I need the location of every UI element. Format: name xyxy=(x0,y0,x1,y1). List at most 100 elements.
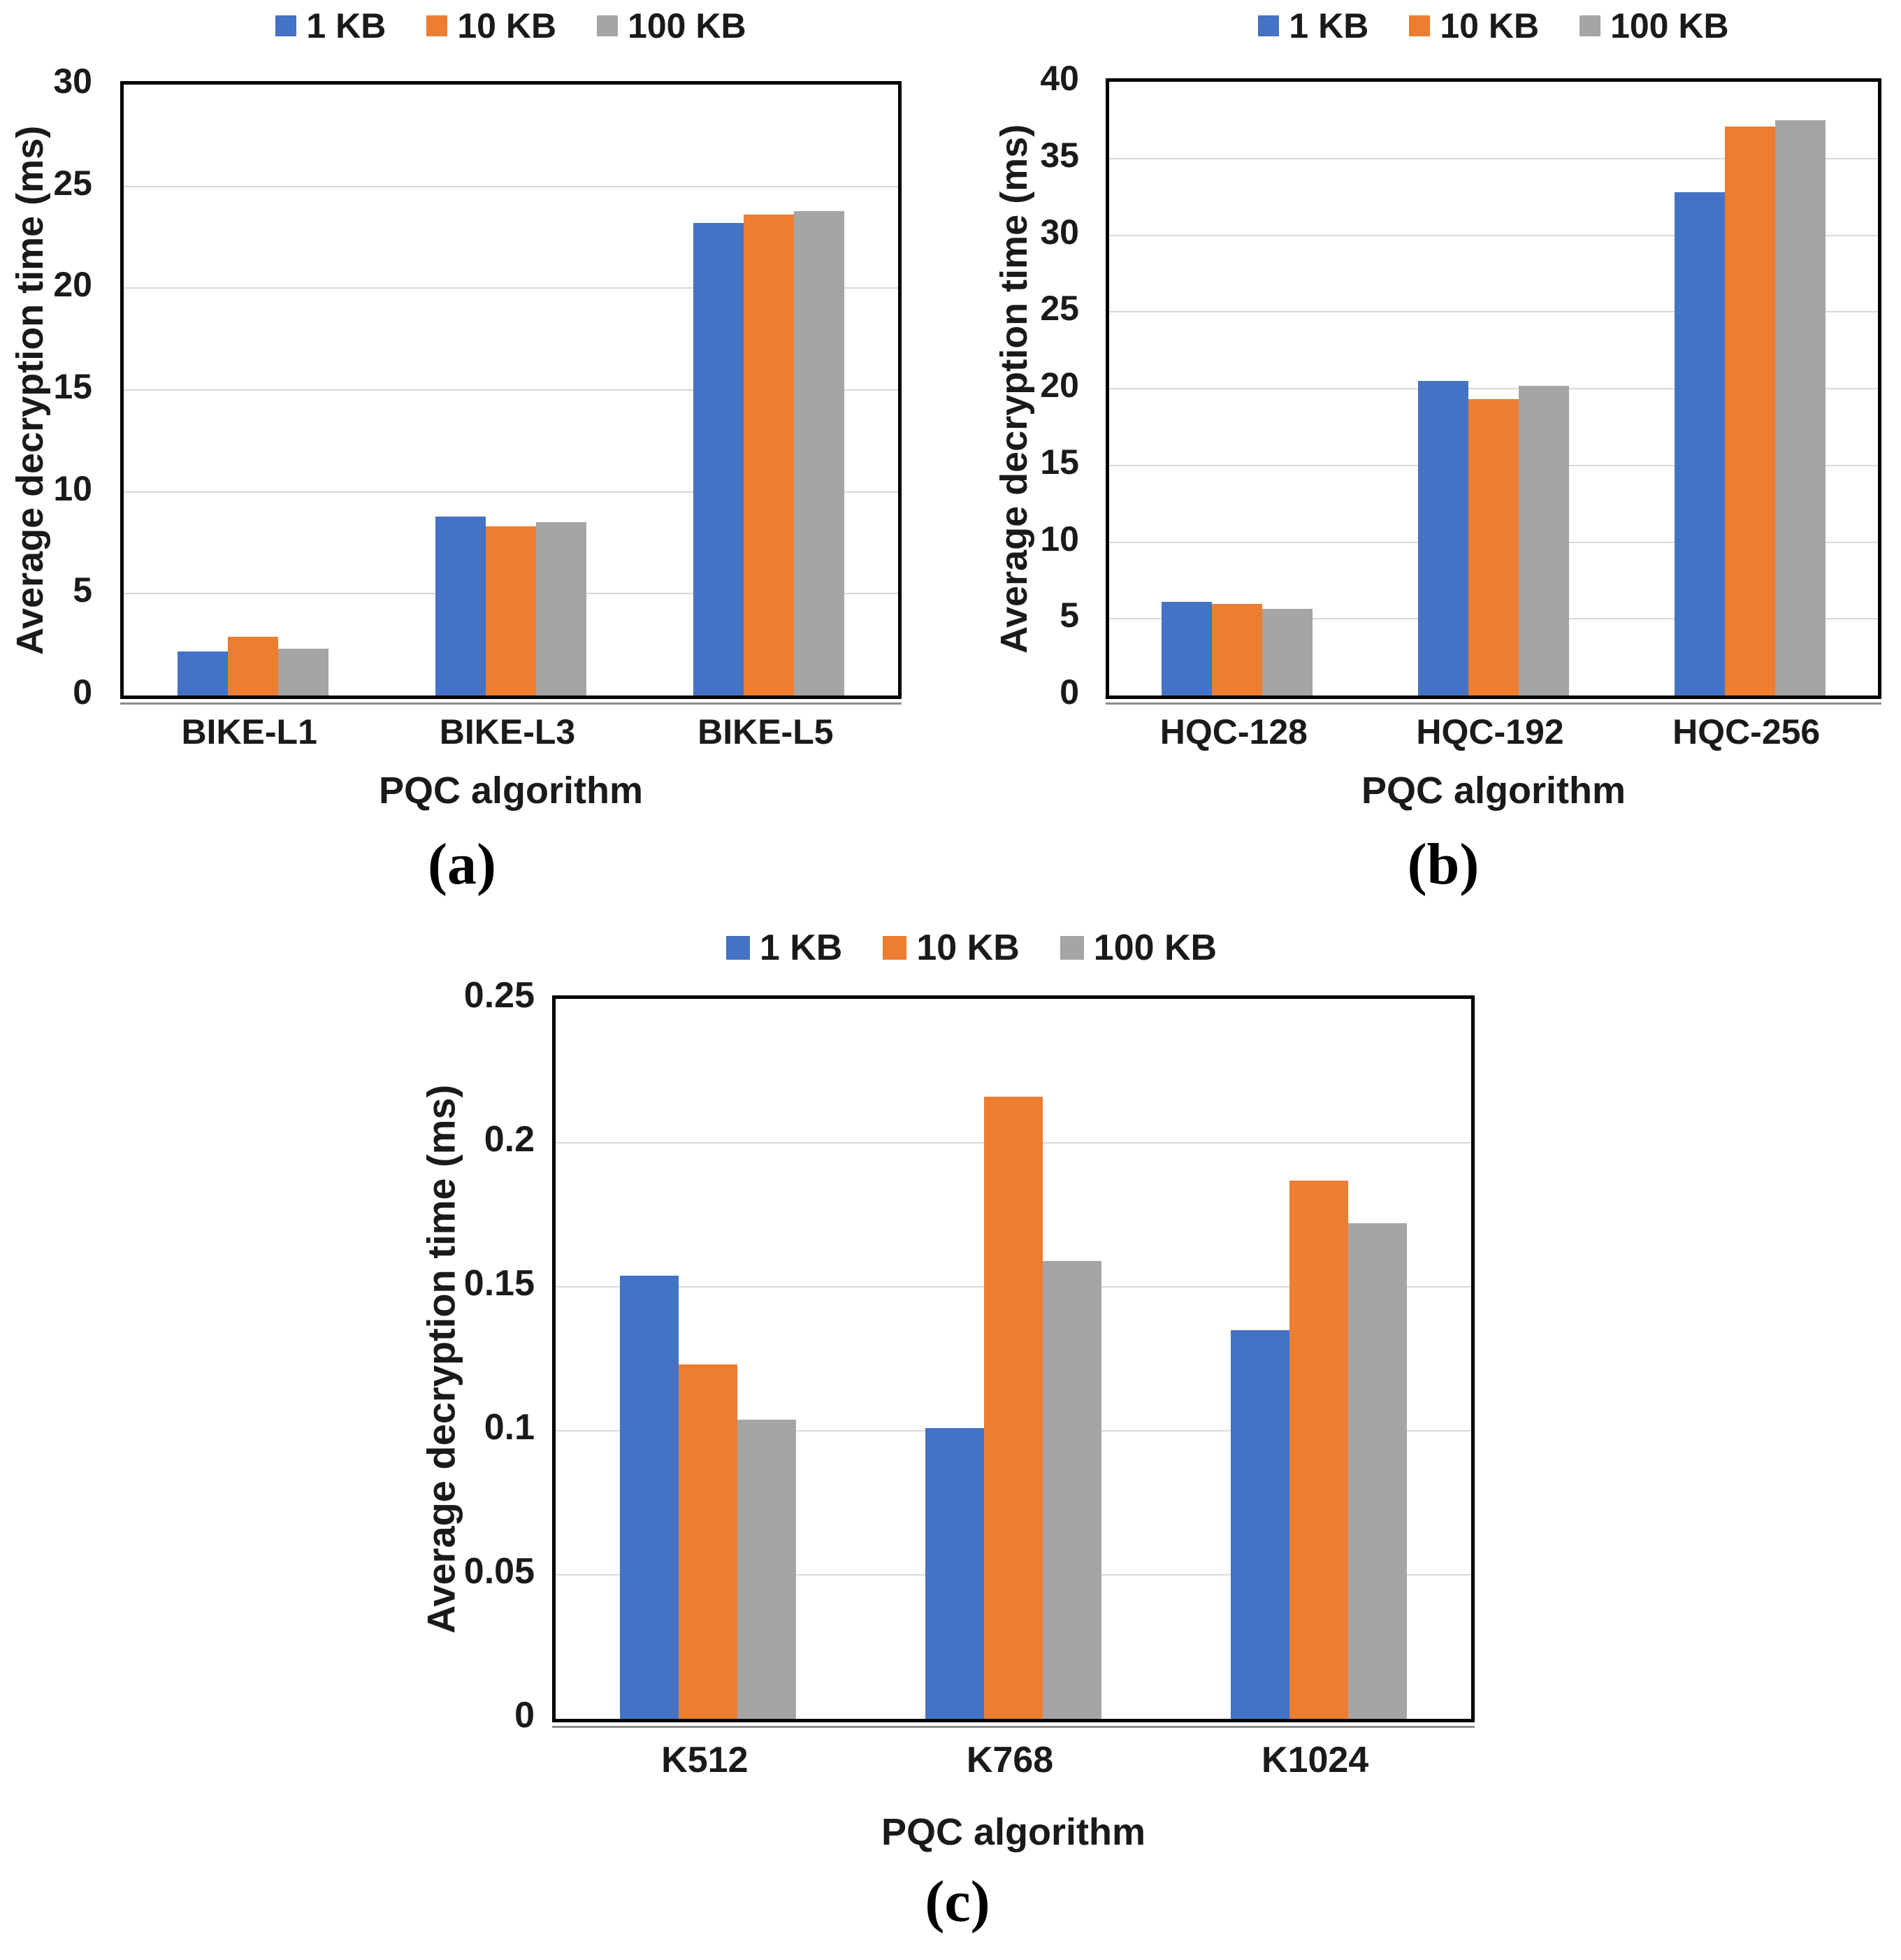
y-tick-label: 30 xyxy=(53,62,92,101)
legend-swatch-icon xyxy=(597,15,619,36)
y-tick-label: 0.1 xyxy=(484,1407,535,1448)
bar xyxy=(1289,1180,1348,1719)
gridline xyxy=(124,491,898,493)
gridline xyxy=(1109,388,1878,389)
x-axis: BIKE-L1 BIKE-L3 BIKE-L5 xyxy=(120,712,902,754)
caption-c: (c) xyxy=(925,1869,990,1934)
legend-swatch-icon xyxy=(1409,15,1431,36)
y-tick-label: 5 xyxy=(1060,596,1079,635)
legend-label: 1 KB xyxy=(306,6,386,45)
bar xyxy=(1212,604,1263,696)
y-tick-label: 0 xyxy=(1060,672,1079,712)
plot-area xyxy=(1106,78,1881,705)
legend-swatch-icon xyxy=(275,15,297,36)
bar xyxy=(227,636,278,696)
bar xyxy=(486,526,536,696)
bar xyxy=(737,1419,797,1719)
legend-swatch-icon xyxy=(1060,936,1084,960)
y-tick-label: 25 xyxy=(1040,289,1079,329)
x-tick-label: K512 xyxy=(661,1740,749,1780)
bar xyxy=(1674,192,1725,696)
x-tick-label: K1024 xyxy=(1262,1740,1369,1780)
bar xyxy=(1724,126,1775,696)
x-axis-title: PQC algorithm xyxy=(881,1811,1146,1853)
legend-item: 10 KB xyxy=(426,6,556,46)
legend-label: 10 KB xyxy=(916,928,1020,968)
y-tick-label: 20 xyxy=(1040,366,1079,405)
y-tick-label: 0.2 xyxy=(484,1119,535,1160)
bar xyxy=(1262,608,1313,696)
legend-swatch-icon xyxy=(426,15,448,36)
gridline xyxy=(124,185,898,187)
legend-item: 1 KB xyxy=(275,6,386,46)
gridline xyxy=(124,287,898,289)
gridline xyxy=(1109,157,1878,159)
y-tick-label: 0.05 xyxy=(463,1551,535,1592)
y-tick-label: 35 xyxy=(1040,135,1079,175)
legend-label: 10 KB xyxy=(1440,6,1540,45)
bar xyxy=(1043,1260,1101,1719)
x-tick-label: HQC-256 xyxy=(1672,712,1821,751)
legend: 1 KB 10 KB 100 KB xyxy=(120,3,902,49)
y-tick-label: 20 xyxy=(53,265,92,305)
legend-label: 100 KB xyxy=(1093,928,1217,968)
x-tick-label: HQC-192 xyxy=(1416,712,1564,751)
y-tick-label: 15 xyxy=(53,367,92,406)
bar xyxy=(277,649,328,696)
y-tick-label: 0 xyxy=(73,672,92,712)
legend-item: 100 KB xyxy=(597,6,746,46)
legend-swatch-icon xyxy=(1258,15,1280,36)
x-tick-label: BIKE-L1 xyxy=(181,712,317,751)
bar xyxy=(1230,1330,1289,1719)
y-axis: 0 0.05 0.1 0.15 0.2 0.25 xyxy=(433,977,535,1734)
legend-item: 1 KB xyxy=(725,927,842,969)
legend-item: 100 KB xyxy=(1060,927,1217,969)
legend-label: 10 KB xyxy=(457,6,557,45)
x-tick-label: BIKE-L3 xyxy=(439,712,576,751)
x-tick-label: BIKE-L5 xyxy=(697,712,834,751)
legend-swatch-icon xyxy=(883,936,907,960)
legend-label: 100 KB xyxy=(628,6,746,45)
x-axis-title: PQC algorithm xyxy=(1361,770,1626,812)
y-tick-label: 15 xyxy=(1040,442,1079,482)
y-tick-label: 10 xyxy=(1040,519,1079,559)
bar xyxy=(1418,381,1468,696)
bar xyxy=(177,651,228,696)
y-tick-label: 0 xyxy=(514,1695,535,1736)
bar xyxy=(744,215,795,696)
caption-a: (a) xyxy=(428,832,496,897)
bar xyxy=(1468,399,1519,696)
plot-area xyxy=(552,995,1475,1728)
bar xyxy=(693,223,744,696)
y-tick-label: 30 xyxy=(1040,212,1079,252)
gridline xyxy=(124,389,898,391)
bar xyxy=(1162,602,1213,696)
legend-swatch-icon xyxy=(1580,15,1601,36)
x-axis: HQC-128 HQC-192 HQC-256 xyxy=(1106,712,1881,754)
bar xyxy=(435,516,486,696)
bar xyxy=(1519,385,1569,696)
bar xyxy=(679,1364,738,1719)
legend-swatch-icon xyxy=(725,936,750,960)
legend-item: 1 KB xyxy=(1258,6,1368,46)
legend-item: 100 KB xyxy=(1580,6,1729,46)
y-tick-label: 25 xyxy=(53,163,92,203)
x-axis-title: PQC algorithm xyxy=(378,770,644,812)
y-tick-label: 0.15 xyxy=(463,1263,535,1304)
legend-label: 100 KB xyxy=(1610,6,1729,45)
bar xyxy=(794,210,845,696)
legend-item: 10 KB xyxy=(1409,6,1539,46)
bar xyxy=(536,522,586,696)
legend: 1 KB 10 KB 100 KB xyxy=(1106,3,1881,49)
legend-item: 10 KB xyxy=(883,927,1020,969)
y-tick-label: 40 xyxy=(1040,59,1079,98)
legend-label: 1 KB xyxy=(1289,6,1369,45)
x-tick-label: HQC-128 xyxy=(1159,712,1308,751)
y-tick-label: 5 xyxy=(73,570,92,610)
caption-b: (b) xyxy=(1407,832,1480,897)
bar xyxy=(984,1097,1043,1719)
bar xyxy=(925,1427,984,1719)
bar xyxy=(1347,1223,1407,1719)
legend: 1 KB 10 KB 100 KB xyxy=(510,923,1433,973)
